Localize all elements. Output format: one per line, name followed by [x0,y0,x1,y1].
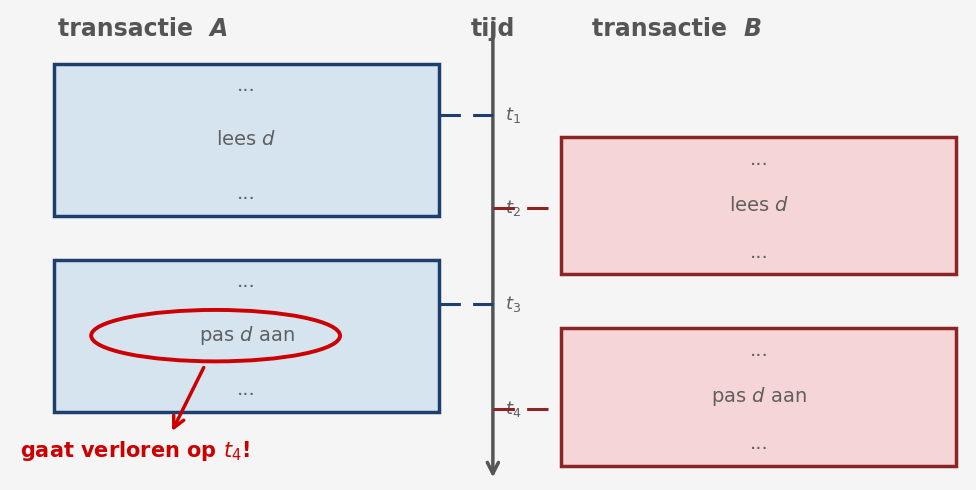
Text: A: A [210,17,228,41]
Text: $t_1$: $t_1$ [505,105,520,125]
FancyBboxPatch shape [54,260,439,412]
Text: $t_4$: $t_4$ [505,399,521,419]
Text: lees $d$: lees $d$ [729,196,789,215]
Text: B: B [744,17,761,41]
Text: ...: ... [237,380,256,399]
Text: transactie: transactie [592,17,744,41]
Text: $t_3$: $t_3$ [505,294,520,314]
Text: ...: ... [750,243,768,262]
FancyBboxPatch shape [54,64,439,216]
Text: ...: ... [237,272,256,291]
Text: pas $d$ aan: pas $d$ aan [198,324,295,347]
Text: ...: ... [237,76,256,95]
Text: $t_2$: $t_2$ [505,198,520,218]
Text: lees $d$: lees $d$ [217,130,276,149]
FancyBboxPatch shape [561,328,956,466]
FancyBboxPatch shape [561,137,956,274]
Text: ...: ... [750,341,768,360]
Text: gaat verloren op $t_4$!: gaat verloren op $t_4$! [20,439,249,463]
Text: ...: ... [750,434,768,453]
Text: ...: ... [750,150,768,169]
Text: transactie: transactie [59,17,210,41]
Text: ...: ... [237,184,256,203]
Text: tijd: tijd [470,17,515,41]
Text: pas $d$ aan: pas $d$ aan [711,386,807,408]
